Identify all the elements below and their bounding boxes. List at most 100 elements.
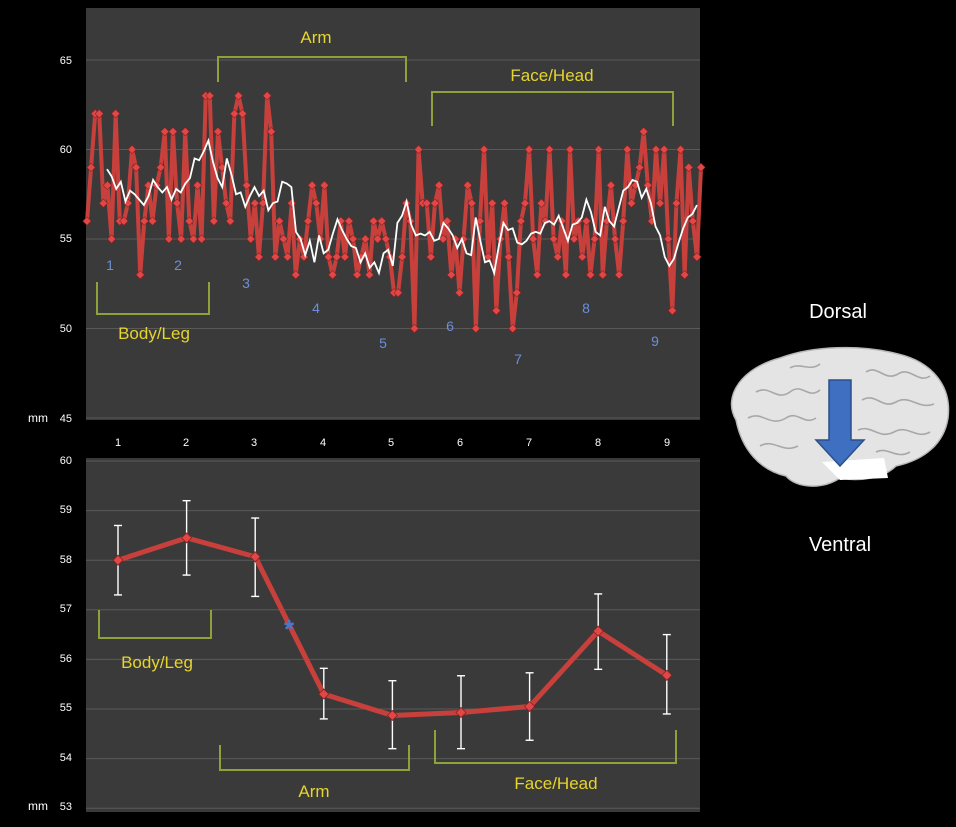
raw-series-point	[610, 234, 620, 244]
x-tick: 9	[664, 437, 670, 449]
raw-series-point	[237, 109, 248, 119]
raw-series-point	[639, 126, 649, 137]
raw-series-point	[352, 270, 362, 280]
raw-series-point	[569, 234, 579, 244]
raw-series-point	[692, 252, 702, 262]
raw-series-point	[86, 162, 96, 173]
body-leg-label: Body/Leg	[121, 653, 193, 672]
raw-series-point	[397, 252, 407, 262]
raw-series-point	[184, 216, 194, 226]
raw-series-point	[561, 270, 571, 280]
top-y-tick: 65	[60, 55, 72, 67]
raw-series-point	[381, 234, 391, 244]
raw-series-point	[176, 234, 186, 244]
arm-bracket	[219, 745, 410, 771]
bottom-y-tick: 58	[60, 554, 72, 566]
segment-label: 5	[379, 335, 387, 351]
raw-series-point	[160, 126, 170, 137]
raw-series-point	[303, 216, 313, 226]
raw-series-point	[106, 234, 117, 244]
bottom-brackets	[98, 610, 677, 771]
raw-series-point	[377, 216, 387, 226]
raw-series-point	[348, 234, 358, 244]
brain-folds	[747, 363, 935, 456]
raw-series-point	[233, 91, 244, 101]
raw-series-point	[663, 234, 673, 244]
bottom-y-tick: 53	[60, 801, 72, 813]
raw-series-point	[168, 126, 178, 137]
ventral-label: Ventral	[809, 534, 871, 556]
segment-label: 9	[651, 333, 659, 349]
raw-series-point	[196, 234, 207, 244]
segment-label: 1	[106, 257, 114, 273]
raw-series-point	[508, 323, 518, 334]
raw-series-point	[127, 144, 137, 155]
raw-series-point	[446, 270, 456, 280]
mean-series-point	[386, 709, 398, 722]
segment-label: 3	[242, 275, 250, 291]
raw-series-point	[225, 216, 235, 226]
raw-series-point	[585, 270, 596, 280]
raw-series-point	[393, 288, 403, 298]
bottom-y-tick: 60	[60, 455, 72, 467]
down-arrow-icon	[814, 379, 866, 468]
raw-series-point	[368, 216, 379, 226]
raw-series-point	[671, 198, 682, 208]
raw-series-point	[696, 162, 706, 173]
raw-series-point	[667, 305, 677, 316]
raw-series-point	[172, 198, 182, 208]
bottom-unit-label: mm	[28, 799, 48, 813]
bottom-chart: 60 59 58 57 56 55 54 53 mm * Body/Leg Ar…	[28, 455, 700, 813]
raw-series-point	[82, 216, 92, 226]
moving-average-line	[106, 137, 698, 277]
raw-series-point	[364, 270, 375, 280]
raw-series-point	[434, 180, 444, 190]
raw-series-point	[307, 180, 317, 190]
bottom-y-tick: 59	[60, 504, 72, 516]
x-tick: 8	[595, 437, 601, 449]
raw-series-point	[102, 180, 113, 190]
x-tick: 5	[388, 437, 394, 449]
raw-series-point	[319, 180, 330, 190]
raw-series-point	[274, 216, 285, 226]
mean-series-point	[181, 532, 193, 544]
arm-bracket	[217, 56, 407, 82]
raw-series-point	[520, 198, 530, 208]
segment-label: 7	[514, 351, 522, 367]
brain-illustration	[730, 346, 950, 487]
raw-series-point	[413, 144, 424, 155]
raw-series-point	[323, 252, 334, 262]
raw-series-point	[655, 198, 665, 208]
top-chart: 65 60 55 50 45 mm Arm Face/Head Body/Leg…	[28, 8, 706, 425]
raw-series-point	[643, 180, 653, 190]
face-head-bracket	[434, 730, 677, 764]
raw-series-point	[577, 252, 587, 262]
raw-series-point	[156, 162, 166, 173]
x-tick: 7	[526, 437, 532, 449]
top-y-tick: 50	[60, 323, 72, 335]
raw-series-point	[471, 323, 481, 334]
raw-series-point	[491, 305, 501, 316]
raw-series-point	[246, 234, 256, 244]
raw-series-point	[467, 198, 477, 208]
raw-series-point	[430, 198, 440, 208]
raw-series-point	[438, 234, 448, 244]
face-head-bracket	[431, 91, 674, 126]
raw-series-point	[327, 270, 338, 280]
raw-series-point	[516, 216, 526, 226]
x-tick: 3	[251, 437, 257, 449]
raw-series-point	[287, 198, 297, 208]
mean-series-point	[592, 625, 604, 637]
significance-marker: *	[284, 614, 295, 644]
mean-series-point	[249, 551, 261, 563]
raw-series-point	[544, 144, 555, 155]
raw-series-point	[135, 270, 145, 280]
raw-series-point	[111, 109, 121, 119]
bottom-y-tick: 55	[60, 702, 72, 714]
raw-series-point	[409, 323, 420, 334]
raw-series-point	[311, 198, 321, 208]
raw-series-point	[536, 198, 546, 208]
raw-series-point	[332, 252, 342, 262]
mean-series-point	[661, 669, 673, 681]
